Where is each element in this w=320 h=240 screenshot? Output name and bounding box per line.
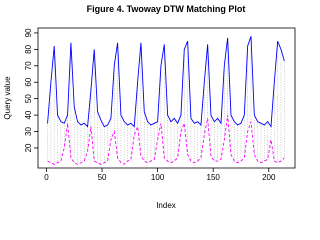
x-tick-label: 100 [151,173,165,182]
x-axis-label: Index [156,201,176,210]
series-line [47,115,285,165]
x-tick-label: 150 [207,173,221,182]
series-line [47,36,285,128]
y-tick-label: 40 [24,110,33,119]
y-tick-label: 30 [24,127,33,136]
y-tick-label: 20 [24,143,33,152]
y-tick-label: 50 [24,94,33,103]
chart-title: Figure 4. Twoway DTW Matching Plot [87,4,246,14]
chart: Figure 4. Twoway DTW Matching Plot Index… [3,4,296,210]
y-axis-label: Query value [3,76,12,120]
plot-frame [37,27,296,169]
y-tick-label: 90 [24,28,33,37]
y-tick-label: 80 [24,44,33,53]
y-tick-label: 60 [24,77,33,86]
x-tick-label: 200 [262,173,276,182]
x-tick-label: 0 [44,173,49,182]
x-tick-label: 50 [98,173,107,182]
y-tick-label: 70 [24,61,33,70]
